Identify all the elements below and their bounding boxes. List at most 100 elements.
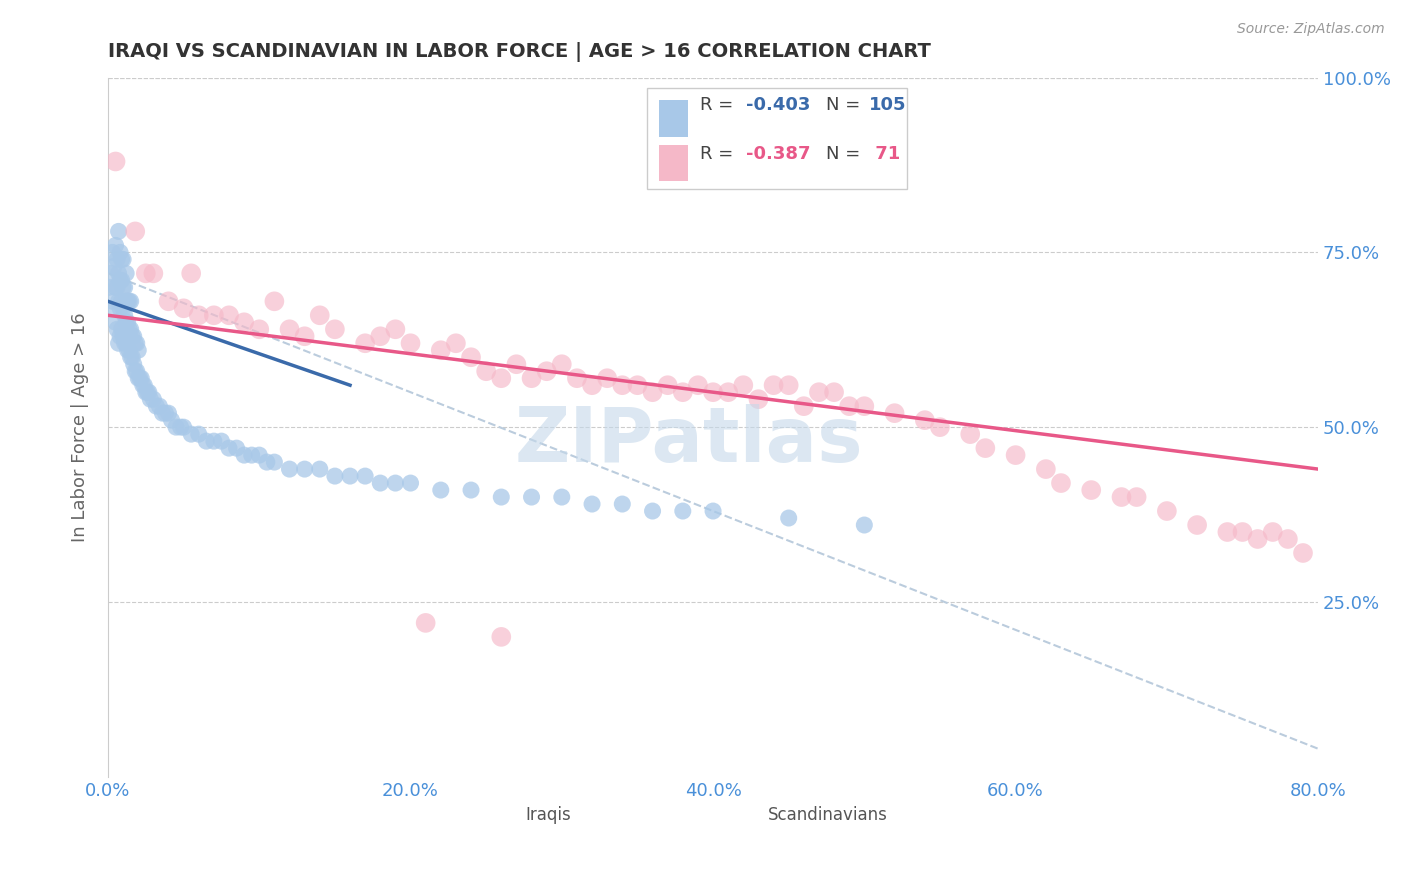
Point	[1261, 524, 1284, 539]
Point	[101, 245, 124, 260]
Point	[354, 469, 377, 483]
Point	[308, 462, 330, 476]
Point	[118, 343, 141, 358]
Point	[136, 385, 159, 400]
Point	[929, 420, 952, 434]
Point	[142, 392, 165, 407]
Text: R =: R =	[700, 145, 738, 163]
Point	[612, 497, 634, 511]
Point	[124, 336, 146, 351]
Point	[256, 455, 278, 469]
Text: -0.387: -0.387	[745, 145, 810, 163]
Point	[108, 301, 131, 316]
Point	[115, 266, 138, 280]
Point	[110, 252, 132, 267]
Point	[107, 266, 129, 280]
Point	[491, 490, 513, 504]
Point	[110, 322, 132, 336]
Point	[157, 294, 180, 309]
Point	[1004, 448, 1026, 462]
Point	[294, 462, 316, 476]
Point	[1232, 524, 1254, 539]
Point	[112, 280, 135, 294]
Point	[460, 483, 482, 497]
Point	[225, 441, 247, 455]
Point	[1185, 518, 1208, 533]
Point	[120, 294, 142, 309]
Point	[959, 427, 981, 442]
Point	[104, 238, 127, 252]
Text: R =: R =	[700, 95, 738, 114]
Point	[491, 630, 513, 644]
Point	[103, 260, 125, 274]
Point	[218, 308, 240, 322]
Point	[103, 301, 125, 316]
Point	[121, 350, 143, 364]
Point	[354, 336, 377, 351]
Point	[536, 364, 558, 378]
Point	[626, 378, 648, 392]
Point	[247, 448, 270, 462]
Point	[762, 378, 785, 392]
Point	[914, 413, 936, 427]
Point	[415, 615, 437, 630]
Point	[1156, 504, 1178, 518]
Point	[114, 280, 136, 294]
Text: Scandinavians: Scandinavians	[768, 806, 887, 824]
Point	[323, 322, 346, 336]
Point	[101, 294, 124, 309]
Point	[747, 392, 769, 407]
Point	[145, 399, 167, 413]
Point	[110, 273, 132, 287]
Point	[263, 294, 285, 309]
Point	[475, 364, 498, 378]
Text: Source: ZipAtlas.com: Source: ZipAtlas.com	[1237, 22, 1385, 37]
Point	[444, 336, 467, 351]
Bar	[647, 88, 907, 189]
Point	[157, 406, 180, 420]
Point	[672, 504, 695, 518]
Point	[339, 469, 361, 483]
Point	[148, 399, 170, 413]
Point	[429, 343, 451, 358]
Point	[105, 280, 128, 294]
Point	[1035, 462, 1057, 476]
Point	[180, 266, 202, 280]
Point	[187, 427, 209, 442]
Point	[1050, 476, 1073, 491]
Point	[125, 364, 148, 378]
Point	[209, 434, 232, 449]
Point	[323, 469, 346, 483]
Text: 71: 71	[869, 145, 900, 163]
Point	[128, 371, 150, 385]
Point	[165, 420, 187, 434]
Point	[974, 441, 997, 455]
Point	[491, 371, 513, 385]
Point	[308, 308, 330, 322]
Point	[108, 245, 131, 260]
Point	[117, 315, 139, 329]
Point	[122, 329, 145, 343]
Point	[114, 308, 136, 322]
Point	[823, 385, 845, 400]
Point	[138, 385, 160, 400]
Point	[581, 378, 603, 392]
Point	[160, 413, 183, 427]
Text: Iraqis: Iraqis	[526, 806, 571, 824]
Point	[104, 280, 127, 294]
Point	[108, 273, 131, 287]
Point	[105, 252, 128, 267]
Point	[853, 399, 876, 413]
Point	[368, 329, 391, 343]
Point	[686, 378, 709, 392]
Point	[429, 483, 451, 497]
Bar	[658, 101, 688, 136]
Point	[1277, 532, 1299, 546]
Point	[112, 252, 135, 267]
Point	[838, 399, 860, 413]
Point	[104, 315, 127, 329]
Point	[399, 336, 422, 351]
Point	[107, 294, 129, 309]
Point	[169, 420, 191, 434]
Point	[778, 378, 800, 392]
